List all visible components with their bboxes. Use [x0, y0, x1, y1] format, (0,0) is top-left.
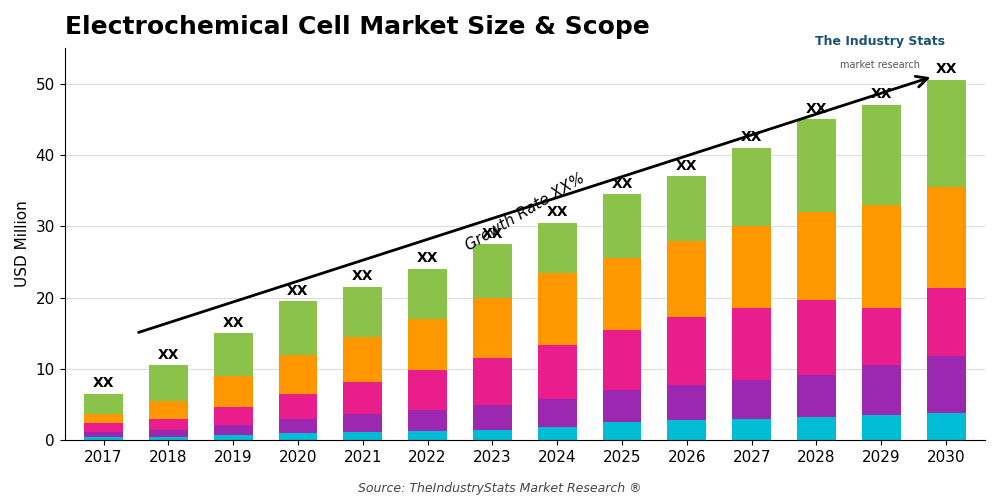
- Bar: [797, 418, 836, 440]
- Bar: [862, 416, 901, 440]
- Bar: [927, 356, 966, 413]
- Bar: [538, 399, 577, 428]
- Bar: [862, 308, 901, 366]
- Bar: [667, 384, 706, 420]
- Text: XX: XX: [158, 348, 179, 362]
- Bar: [343, 414, 382, 432]
- Bar: [343, 382, 382, 414]
- Bar: [408, 269, 447, 319]
- Bar: [279, 433, 317, 440]
- Bar: [732, 380, 771, 419]
- Bar: [214, 424, 253, 436]
- Bar: [473, 244, 512, 298]
- Bar: [473, 430, 512, 440]
- Bar: [538, 428, 577, 440]
- Text: Electrochemical Cell Market Size & Scope: Electrochemical Cell Market Size & Scope: [65, 15, 649, 39]
- Bar: [667, 317, 706, 384]
- Text: XX: XX: [806, 102, 827, 116]
- Bar: [214, 406, 253, 424]
- Bar: [149, 366, 188, 401]
- Bar: [84, 432, 123, 438]
- Bar: [667, 420, 706, 440]
- Text: XX: XX: [871, 88, 892, 102]
- Bar: [732, 226, 771, 308]
- Bar: [84, 414, 123, 423]
- Bar: [214, 334, 253, 376]
- Bar: [603, 330, 641, 390]
- Bar: [603, 390, 641, 422]
- Text: XX: XX: [676, 158, 698, 172]
- Bar: [343, 287, 382, 337]
- Bar: [279, 301, 317, 354]
- Text: XX: XX: [93, 376, 114, 390]
- Bar: [927, 187, 966, 288]
- Y-axis label: USD Million: USD Million: [15, 200, 30, 288]
- Bar: [797, 374, 836, 418]
- Bar: [927, 288, 966, 356]
- Bar: [149, 419, 188, 430]
- Bar: [149, 430, 188, 436]
- Bar: [149, 401, 188, 419]
- Bar: [84, 394, 123, 414]
- Bar: [797, 212, 836, 300]
- Bar: [343, 432, 382, 440]
- Bar: [279, 394, 317, 419]
- Bar: [732, 308, 771, 380]
- Bar: [603, 194, 641, 258]
- Text: XX: XX: [741, 130, 762, 144]
- Text: XX: XX: [935, 62, 957, 76]
- Bar: [732, 419, 771, 440]
- Bar: [279, 354, 317, 394]
- Bar: [473, 404, 512, 429]
- Bar: [214, 436, 253, 440]
- Text: XX: XX: [287, 284, 309, 298]
- Text: XX: XX: [417, 252, 438, 266]
- Bar: [862, 205, 901, 308]
- Bar: [667, 240, 706, 317]
- Bar: [408, 410, 447, 431]
- Bar: [603, 422, 641, 440]
- Bar: [279, 419, 317, 433]
- Bar: [149, 436, 188, 440]
- Bar: [538, 222, 577, 272]
- Bar: [538, 346, 577, 399]
- Bar: [927, 413, 966, 440]
- Bar: [84, 423, 123, 432]
- Text: XX: XX: [222, 316, 244, 330]
- Bar: [538, 272, 577, 345]
- Text: XX: XX: [352, 270, 374, 283]
- Text: XX: XX: [482, 226, 503, 240]
- Bar: [343, 337, 382, 382]
- Bar: [862, 105, 901, 205]
- Bar: [732, 148, 771, 226]
- Bar: [214, 376, 253, 406]
- Bar: [84, 438, 123, 440]
- Bar: [862, 366, 901, 416]
- Bar: [473, 358, 512, 405]
- Bar: [603, 258, 641, 330]
- Text: XX: XX: [611, 176, 633, 190]
- Bar: [408, 319, 447, 370]
- Bar: [408, 431, 447, 440]
- Bar: [473, 298, 512, 358]
- Text: Source: TheIndustryStats Market Research ®: Source: TheIndustryStats Market Research…: [358, 482, 642, 495]
- Bar: [797, 119, 836, 212]
- Bar: [667, 176, 706, 240]
- Bar: [797, 300, 836, 374]
- Text: market research: market research: [840, 60, 920, 70]
- Text: The Industry Stats: The Industry Stats: [815, 35, 945, 48]
- Text: Growth Rate XX%: Growth Rate XX%: [463, 170, 587, 254]
- Bar: [927, 80, 966, 187]
- Text: XX: XX: [546, 205, 568, 219]
- Bar: [408, 370, 447, 410]
